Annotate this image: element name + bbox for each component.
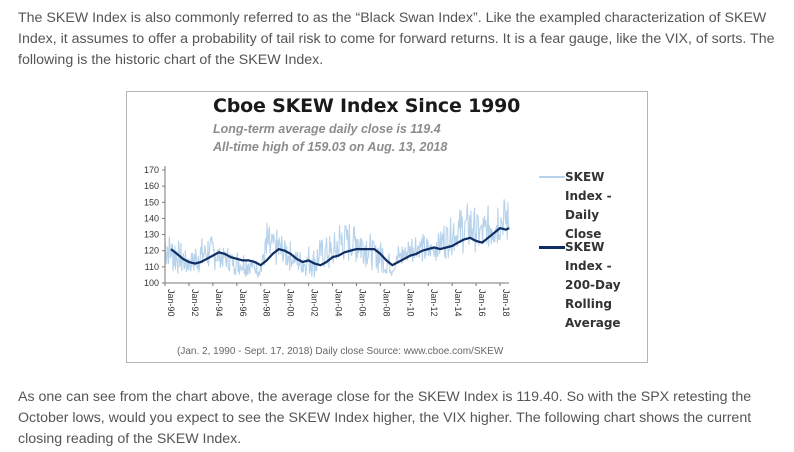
legend-daily-close: SKEW Index - Daily Close (539, 168, 639, 244)
legend-daily-swatch (539, 176, 565, 178)
y-tick-label: 160 (144, 181, 159, 191)
x-tick-label: Jan-92 (190, 289, 200, 317)
x-tick-label: Jan-94 (214, 289, 224, 317)
legend-rolling-swatch (539, 246, 565, 249)
y-tick-label: 100 (144, 278, 159, 288)
y-tick-label: 140 (144, 213, 159, 223)
x-tick-label: Jan-10 (405, 289, 415, 317)
legend-rolling-average: SKEW Index - 200-Day Rolling Average (539, 238, 639, 333)
x-tick-label: Jan-96 (238, 289, 248, 317)
intro-paragraph: The SKEW Index is also commonly referred… (18, 10, 775, 68)
x-tick-label: Jan-12 (429, 289, 439, 317)
daily-close-series (164, 198, 511, 279)
y-tick-label: 110 (145, 262, 159, 272)
x-tick-label: Jan-90 (166, 289, 176, 317)
conclusion-paragraph: As one can see from the chart above, the… (18, 389, 752, 447)
legend-rolling-label: SKEW Index - 200-Day Rolling Average (565, 240, 621, 330)
y-tick-label: 120 (144, 246, 159, 256)
skew-chart: Cboe SKEW Index Since 1990 Long-term ave… (126, 91, 648, 363)
chart-title: Cboe SKEW Index Since 1990 (213, 95, 521, 117)
y-tick-label: 170 (144, 165, 159, 175)
x-tick-label: Jan-02 (310, 289, 320, 317)
x-tick-label: Jan-00 (286, 289, 296, 317)
chart-subtitle-average: Long-term average daily close is 119.4 (213, 122, 441, 136)
y-tick-label: 150 (144, 197, 159, 207)
x-tick-label: Jan-04 (334, 289, 344, 317)
x-tick-label: Jan-06 (357, 289, 367, 317)
y-tick-label: 130 (144, 230, 159, 240)
rolling-average-series (170, 227, 510, 267)
x-tick-label: Jan-14 (453, 289, 463, 317)
x-tick-label: Jan-18 (501, 289, 511, 317)
legend-daily-label: SKEW Index - Daily Close (565, 170, 612, 241)
chart-source-note: (Jan. 2, 1990 - Sept. 17, 2018) Daily cl… (177, 346, 504, 357)
x-tick-label: Jan-08 (381, 289, 391, 317)
chart-subtitle-high: All-time high of 159.03 on Aug. 13, 2018 (213, 140, 448, 154)
x-tick-label: Jan-98 (262, 289, 272, 317)
chart-plot-area: 100 110 120 130 140 150 160 170 Jan-90 Jan-92 Jan-… (144, 165, 511, 317)
x-tick-label: Jan-16 (477, 289, 487, 317)
